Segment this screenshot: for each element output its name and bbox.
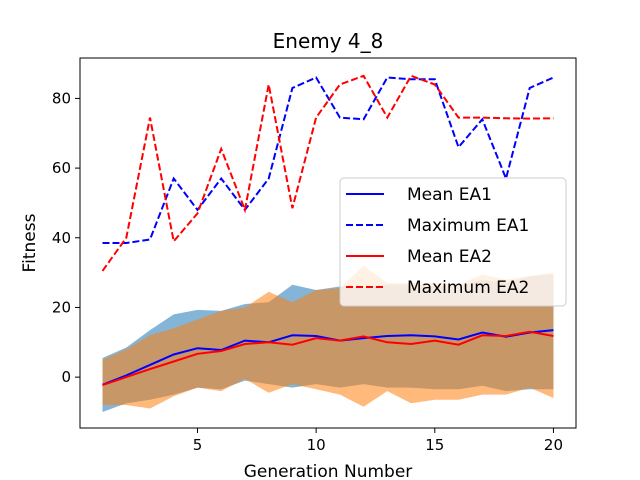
y-tick-label-1: 20 <box>52 298 71 316</box>
legend: Mean EA1 Maximum EA1 Mean EA2 Maximum EA2 <box>339 177 567 307</box>
legend-label-2: Mean EA2 <box>407 247 492 267</box>
legend-label-3: Maximum EA2 <box>407 278 529 298</box>
x-axis-ticks: 5 10 15 20 <box>193 428 563 454</box>
y-tick-label-3: 60 <box>52 159 71 177</box>
x-axis-label: Generation Number <box>244 462 413 480</box>
y-axis-label: Fitness <box>20 213 40 272</box>
series-line-1 <box>102 76 554 244</box>
x-tick-label-0: 5 <box>193 436 203 454</box>
legend-label-0: Mean EA1 <box>407 185 492 205</box>
y-axis-ticks: 0 20 40 60 80 <box>52 89 80 386</box>
chart-title: Enemy 4_8 <box>273 29 384 53</box>
y-tick-label-0: 0 <box>61 368 71 386</box>
y-tick-label-2: 40 <box>52 229 71 247</box>
plot-frame <box>79 57 577 429</box>
legend-box <box>339 177 567 307</box>
legend-label-1: Maximum EA1 <box>407 216 529 236</box>
x-tick-label-3: 20 <box>544 436 563 454</box>
series-line-3 <box>101 74 554 272</box>
series-line-0 <box>102 329 554 386</box>
series-line-2 <box>102 330 554 387</box>
x-tick-label-2: 15 <box>425 436 444 454</box>
y-tick-label-4: 80 <box>52 89 71 107</box>
x-tick-label-1: 10 <box>307 436 326 454</box>
series-lines <box>101 74 554 387</box>
